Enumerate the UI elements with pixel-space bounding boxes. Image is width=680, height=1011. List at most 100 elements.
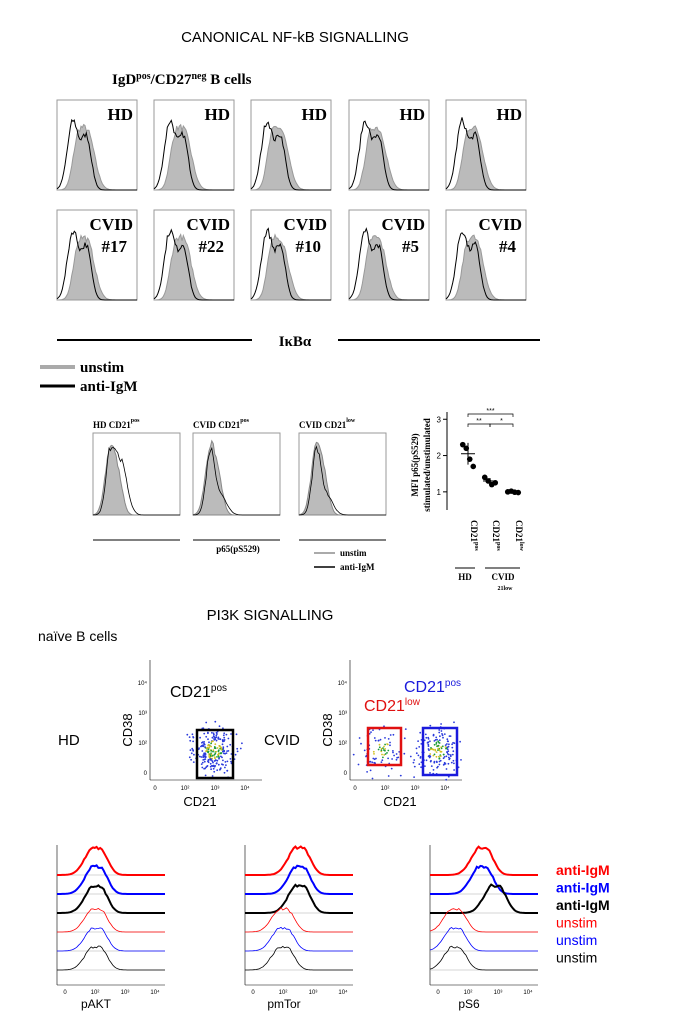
stim-histogram — [153, 119, 234, 191]
event-dot — [210, 753, 213, 756]
event-dot — [207, 743, 210, 746]
unstim-histogram — [92, 444, 180, 516]
event-dot — [442, 757, 445, 760]
event-dot — [384, 743, 386, 746]
event-dot — [389, 744, 391, 747]
event-dot — [200, 756, 203, 758]
event-dot — [204, 767, 207, 770]
event-dot — [186, 733, 189, 736]
histogram-trace — [245, 845, 353, 876]
legend-label: anti-IgM — [80, 379, 138, 395]
event-dot — [445, 755, 448, 758]
tick-label: 0 — [436, 990, 440, 996]
group-label: HD — [58, 732, 80, 749]
histogram-trace — [429, 945, 538, 971]
tick-label: 10⁴ — [338, 989, 348, 996]
event-dot — [236, 747, 239, 750]
gate-label: CD21pos — [170, 683, 227, 701]
event-dot — [212, 767, 215, 770]
stim-histogram — [56, 118, 137, 191]
sig-bracket — [467, 413, 514, 417]
panel-title: CVID CD21low — [299, 418, 356, 430]
event-dot — [441, 745, 444, 748]
event-dot — [199, 736, 202, 739]
event-dot — [222, 727, 224, 730]
event-dot — [203, 743, 206, 746]
event-dot — [441, 733, 443, 735]
tick-label: 0 — [353, 786, 357, 792]
event-dot — [207, 731, 209, 734]
stim-histogram — [348, 120, 429, 191]
event-dot — [219, 767, 222, 769]
event-dot — [207, 750, 210, 753]
stim-histogram — [192, 446, 280, 516]
event-dot — [215, 739, 218, 742]
event-dot — [222, 734, 225, 737]
x-tick-label-main: CD21 — [469, 520, 479, 542]
histogram-trace — [245, 926, 353, 952]
event-dot — [451, 743, 453, 746]
gate-label-sup: pos — [445, 678, 461, 689]
x-label: CD21 — [383, 794, 416, 809]
event-dot — [375, 757, 377, 760]
event-dot — [211, 736, 214, 739]
group-label: HD — [458, 572, 472, 582]
section-title: CANONICAL NF-kB SIGNALLING — [181, 29, 409, 46]
event-dot — [379, 738, 382, 741]
event-dot — [412, 761, 415, 764]
event-dot — [417, 740, 419, 742]
panel-label: HD — [205, 105, 231, 124]
event-dot — [382, 749, 385, 751]
gate-label: CD21pos — [404, 678, 461, 696]
event-dot — [439, 735, 441, 738]
gate — [421, 726, 459, 777]
panel-label: #10 — [296, 237, 322, 256]
event-dot — [382, 747, 384, 749]
event-dot — [382, 756, 384, 759]
event-dot — [191, 747, 194, 750]
tick-label: 10² — [338, 741, 347, 747]
tick-label: 10² — [279, 990, 288, 996]
gate — [366, 726, 403, 767]
event-dot — [210, 745, 213, 748]
histogram-trace — [429, 927, 538, 952]
event-dot — [403, 752, 406, 755]
event-dot — [448, 757, 451, 760]
event-dot — [220, 752, 223, 754]
event-dot — [241, 742, 243, 745]
panel-label: #22 — [199, 237, 225, 256]
event-dot — [220, 746, 222, 749]
legend-label: unstim — [80, 360, 125, 376]
event-dot — [210, 768, 213, 771]
event-dot — [204, 774, 207, 777]
gate-label-main: CD21 — [170, 684, 211, 701]
stim-histogram — [348, 227, 429, 301]
event-dot — [447, 762, 450, 765]
event-dot — [217, 749, 220, 752]
event-dot — [384, 737, 386, 739]
event-dot — [205, 735, 208, 738]
panel-title-main: HD CD21 — [93, 420, 131, 430]
sig-label: * — [500, 418, 503, 425]
event-dot — [206, 765, 209, 767]
event-dot — [383, 725, 385, 728]
event-dot — [433, 761, 436, 764]
dot — [470, 463, 477, 470]
event-dot — [211, 754, 214, 757]
axis-label: IκBα — [279, 334, 312, 350]
event-dot — [373, 753, 375, 755]
event-dot — [222, 750, 224, 753]
event-dot — [206, 749, 208, 752]
event-dot — [381, 753, 383, 756]
event-dot — [201, 744, 204, 747]
event-dot — [209, 762, 212, 765]
event-dot — [378, 743, 381, 746]
event-dot — [192, 761, 195, 763]
sig-bracket — [489, 423, 514, 427]
event-dot — [427, 755, 430, 758]
event-dot — [438, 739, 441, 742]
event-dot — [383, 754, 386, 756]
event-dot — [188, 736, 191, 738]
event-dot — [222, 763, 224, 766]
